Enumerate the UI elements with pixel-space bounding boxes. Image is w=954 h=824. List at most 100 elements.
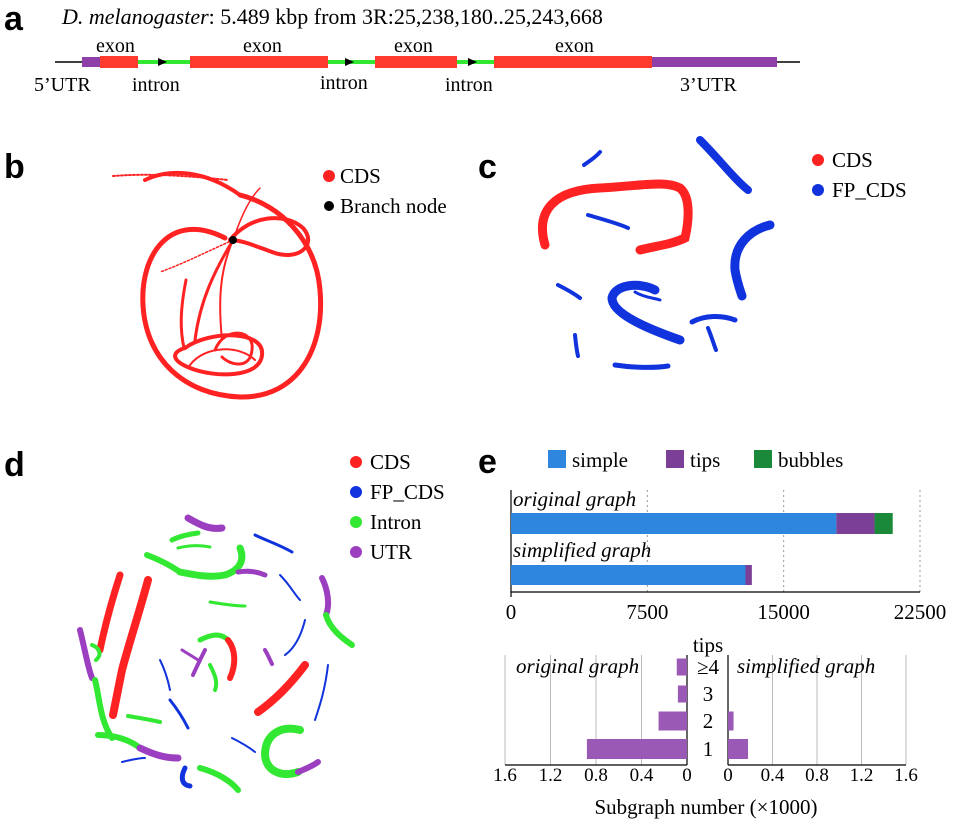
panel-e: e simple tips bubbles original graph simpli… [478, 443, 946, 819]
cds-inner-strand-2 [219, 239, 234, 341]
d-strand-15 [92, 677, 115, 741]
panel-c-legend: CDS FP_CDS [812, 148, 907, 202]
fpcds-c-1 [582, 150, 602, 167]
d-strand-32 [295, 759, 321, 775]
panel-letter-c: c [478, 148, 497, 186]
x-tick-label-top: 0 [506, 600, 517, 624]
exon-label-3: exon [394, 35, 433, 57]
d-strand-1 [184, 514, 226, 532]
tips-axis-title: tips [693, 633, 723, 657]
d-strand-28 [95, 732, 143, 751]
legend-e-simple-swatch [548, 450, 566, 468]
d-strand-35 [179, 765, 193, 789]
panel-a-title: D. melanogaster: 5.489 kbp from 3R:25,23… [61, 4, 603, 29]
tips-category-label: 2 [703, 709, 714, 733]
exon-block-3 [375, 56, 457, 68]
legend-d-cds-dot [350, 456, 362, 468]
legend-c-cds-label: CDS [832, 148, 873, 172]
panel-letter-a: a [4, 0, 24, 38]
panel-letter-d: d [4, 446, 25, 484]
panel-letter-b: b [4, 148, 25, 186]
d-strand-30 [314, 664, 329, 721]
legend-d-fpcds-label: FP_CDS [370, 480, 445, 504]
d-strand-20 [208, 663, 219, 692]
panel-e-stacked-bar-chart: original graph simplified graph 0 7500 15000… [506, 487, 947, 624]
tips-bar-original [676, 658, 687, 676]
d-strand-16 [208, 600, 247, 608]
fpcds-c-9 [706, 326, 718, 352]
d-strand-3 [176, 544, 212, 550]
cds-left-strand [179, 278, 188, 350]
d-strand-23 [263, 648, 274, 666]
tips-category-label: ≥4 [697, 655, 720, 679]
d-strand-8 [279, 574, 301, 601]
d-strand-17 [197, 632, 231, 643]
bar-tips-simplified [745, 565, 752, 585]
legend-b-cds-dot [323, 170, 335, 182]
fpcds-c-8 [689, 314, 738, 325]
d-strand-6 [144, 552, 183, 575]
panel-c-graph [537, 136, 775, 370]
exon-block-1 [100, 56, 138, 68]
legend-c-fpcds-dot [812, 184, 824, 196]
panel-d-legend: CDS FP_CDS Intron UTR [350, 450, 445, 564]
cds-strand-top [112, 173, 229, 181]
cds-loop-bottom-3 [189, 348, 256, 366]
d-strand-2 [169, 530, 201, 543]
right-tick-label: 0.4 [761, 765, 785, 786]
d-strand-31 [260, 724, 304, 778]
right-panel-title: simplified graph [737, 654, 875, 678]
cds-thin-strand [232, 187, 261, 241]
panel-letter-e: e [478, 443, 497, 481]
right-tick-label: 1.6 [894, 765, 918, 786]
d-strand-12 [109, 576, 152, 719]
bar-simple-original [511, 513, 837, 534]
d-strand-26 [168, 698, 190, 730]
d-strand-21 [180, 648, 200, 662]
branch-node-marker [229, 236, 237, 244]
panel-d-graph [77, 514, 355, 793]
x-tick-label-top: 22500 [894, 600, 947, 624]
d-strand-10 [323, 612, 355, 648]
fpcds-c-2 [696, 136, 752, 194]
bar-tips-original [836, 513, 875, 534]
tips-bar-simplified [728, 711, 734, 731]
legend-e-bubbles-swatch [754, 450, 772, 468]
cds-dotted-strand [159, 239, 234, 273]
tips-bar-original [586, 739, 687, 759]
bar-bubbles-original [874, 513, 893, 534]
right-tick-label: 1.2 [850, 765, 874, 786]
d-strand-13 [77, 627, 95, 681]
utr3-block [652, 57, 777, 67]
d-strand-5 [253, 533, 294, 554]
fpcds-c-11 [612, 362, 671, 370]
tips-bar-simplified [728, 739, 749, 759]
d-strand-14 [90, 643, 102, 662]
legend-b-branch-dot [324, 201, 334, 211]
tips-bar-original [677, 685, 687, 703]
fpcds-c-6 [607, 280, 685, 345]
exon-label-4: exon [555, 35, 594, 57]
panel-a-title-rest: : 5.489 kbp from 3R:25,238,180..25,243,6… [209, 4, 603, 29]
d-strand-4 [176, 544, 246, 580]
left-tick-label: 0.8 [584, 765, 608, 786]
panel-b-legend: CDS Branch node [323, 164, 447, 218]
intron-arrow-1 [158, 58, 167, 66]
panel-b-graph [112, 170, 324, 400]
d-strand-22 [159, 659, 171, 691]
intron-label-1: intron [132, 74, 180, 96]
intron-arrow-2 [345, 58, 354, 66]
legend-e-tips-label: tips [690, 448, 720, 472]
utr5-block [82, 57, 102, 67]
panel-a: a D. melanogaster: 5.489 kbp from 3R:25,… [4, 0, 800, 96]
fpcds-c-10 [573, 333, 580, 358]
cds-loop-bottom-2 [213, 331, 254, 366]
legend-d-intron-label: Intron [370, 510, 422, 534]
d-strand-24 [284, 619, 306, 656]
d-strand-33 [121, 757, 146, 763]
category-label-top: simplified graph [513, 538, 651, 562]
panel-d: d [4, 446, 445, 793]
tips-category-label: 3 [703, 682, 714, 706]
left-panel-title: original graph [516, 654, 639, 678]
d-strand-11 [96, 571, 124, 654]
